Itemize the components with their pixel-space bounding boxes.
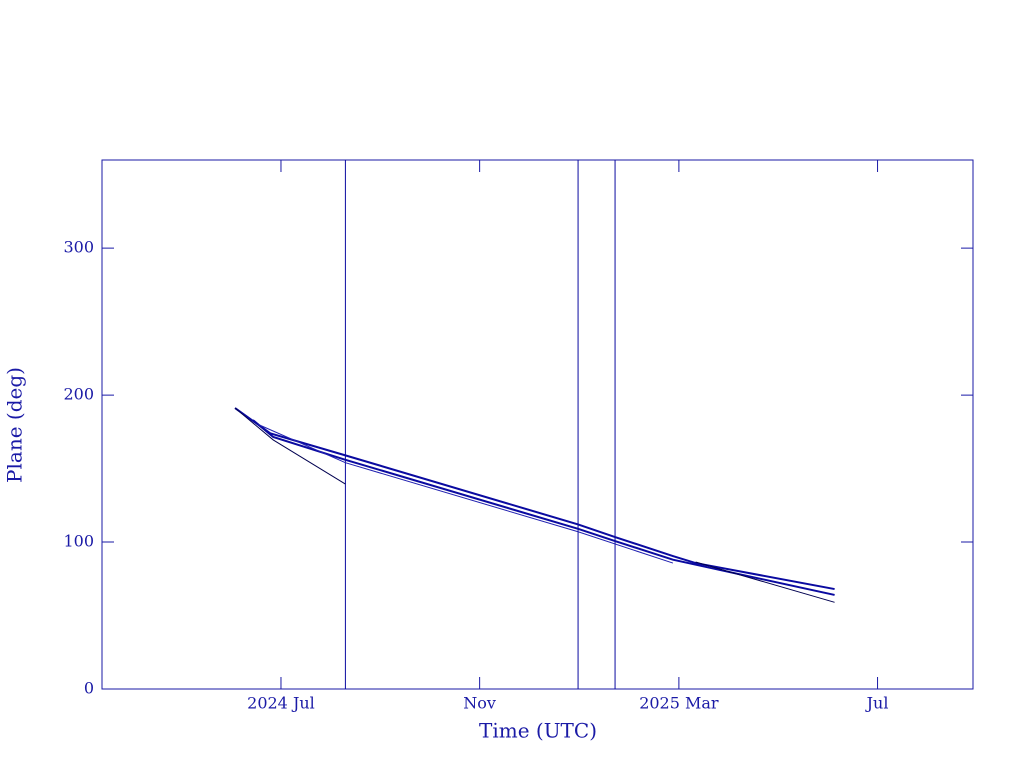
series-line [252,419,835,596]
series-line [258,424,674,564]
y-tick-label: 0 [84,679,94,698]
y-tick-label: 300 [63,238,94,257]
x-tick-label: Jul [865,694,889,713]
series-line [234,407,346,485]
plot-frame [101,159,974,690]
y-tick-label: 100 [63,532,94,551]
series-line [695,561,835,603]
x-axis-label: Time (UTC) [479,719,597,743]
x-tick-label: 2024 Jul [247,694,315,713]
x-tick-label: Nov [463,694,496,713]
y-axis-label: Plane (deg) [3,367,27,483]
series-line [234,407,835,591]
x-tick-label: 2025 Mar [639,694,719,713]
y-tick-label: 200 [63,385,94,404]
